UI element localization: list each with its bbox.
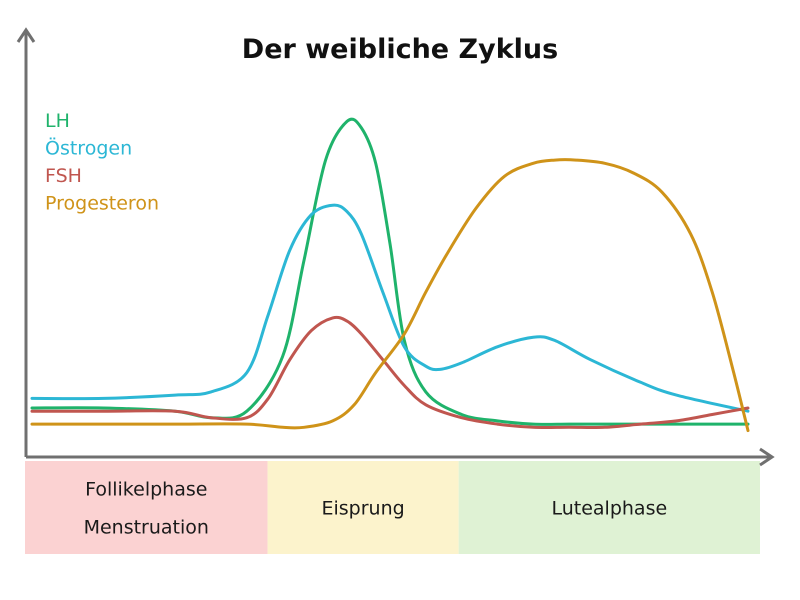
legend-item: LH [45, 110, 70, 132]
series-line-lh [30, 117, 750, 426]
series-line-fsh [30, 315, 750, 430]
series-curves [30, 117, 750, 433]
legend-item: Östrogen [45, 137, 132, 160]
phase-bands: Follikelphase Menstruation Eisprung Lutealp… [25, 461, 760, 554]
phase-label: Follikelphase [85, 479, 207, 501]
phase-band [267, 461, 459, 554]
phase-label: Lutealphase [551, 498, 667, 520]
y-axis-arrow [16, 27, 36, 43]
axes [16, 27, 775, 467]
chart-title: Der weibliche Zyklus [242, 34, 558, 65]
phase-3: Lutealphase [458, 461, 760, 554]
phase-1: Follikelphase Menstruation [25, 461, 268, 554]
x-axis-arrow [759, 447, 775, 467]
legend-item: Progesteron [45, 193, 159, 215]
phase-band [25, 461, 268, 554]
phase-label: Menstruation [84, 517, 209, 539]
phase-band [458, 461, 760, 554]
phase-2: Eisprung [267, 461, 459, 554]
legend: LH Östrogen FSH Progesteron [45, 110, 159, 215]
legend-item: FSH [45, 165, 82, 187]
series-line-progesteron [30, 158, 750, 433]
series-line--strogen [30, 203, 750, 413]
phase-label: Eisprung [321, 498, 404, 520]
